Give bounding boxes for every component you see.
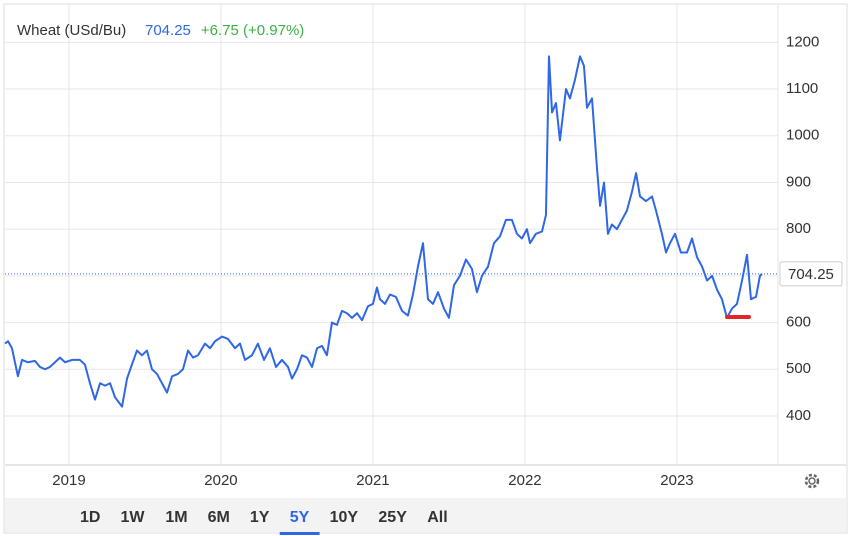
y-tick-label: 600 [786, 314, 811, 331]
y-tick-label: 800 [786, 220, 811, 237]
frame [3, 3, 848, 534]
range-button[interactable]: 1W [120, 509, 145, 526]
annotation-mark [725, 315, 751, 319]
active-underline [279, 532, 320, 535]
x-tick-label: 2023 [660, 472, 693, 489]
y-tick-label: 1200 [786, 33, 819, 50]
range-button[interactable]: All [427, 509, 447, 526]
header-change: +6.75 (+0.97%) [201, 22, 304, 39]
range-button[interactable]: 1D [80, 509, 100, 526]
range-button[interactable]: 6M [208, 509, 230, 526]
y-tick-label: 500 [786, 360, 811, 377]
y-tick-label: 1000 [786, 127, 819, 144]
y-tick-label: 400 [786, 407, 811, 424]
settings-icon[interactable] [804, 473, 820, 489]
range-button[interactable]: 25Y [378, 509, 407, 526]
plot [4, 55, 763, 408]
x-tick-label: 2022 [508, 472, 541, 489]
range-button[interactable]: 1Y [250, 509, 270, 526]
range-button[interactable]: 5Y [290, 509, 310, 526]
range-button[interactable]: 10Y [330, 509, 359, 526]
last-price-label: 704.25 [788, 266, 834, 283]
header-price: 704.25 [145, 22, 191, 39]
x-tick-label: 2019 [52, 472, 85, 489]
range-bar [5, 498, 846, 532]
last-price-box [779, 261, 843, 287]
y-tick-label: 1100 [786, 80, 818, 97]
price-line [4, 55, 763, 408]
grid [5, 5, 778, 465]
y-tick-label: 900 [786, 173, 811, 190]
chart-title: Wheat (USd/Bu) [17, 22, 126, 39]
range-button[interactable]: 1M [165, 509, 187, 526]
x-tick-label: 2021 [356, 472, 389, 489]
x-tick-label: 2020 [204, 472, 237, 489]
